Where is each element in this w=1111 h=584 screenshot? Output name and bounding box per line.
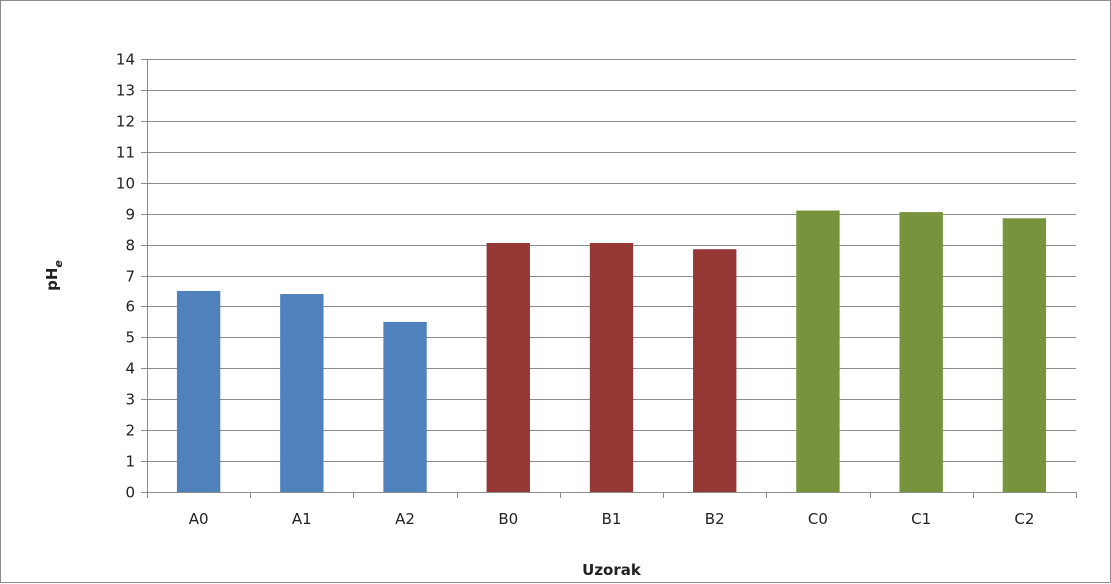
y-tick-label: 7 <box>125 268 135 286</box>
x-tick-label: A1 <box>292 510 312 528</box>
bars <box>176 210 1047 493</box>
bar-a0 <box>176 290 221 492</box>
x-tick-label: C0 <box>808 510 828 528</box>
x-tick-label: B1 <box>602 510 622 528</box>
x-tick-label: A2 <box>395 510 415 528</box>
bar-c2 <box>1002 218 1047 492</box>
bar-b1 <box>589 243 634 492</box>
y-tick-label: 5 <box>125 329 135 347</box>
y-tick-label: 0 <box>125 484 135 502</box>
x-axis-title: Uzorak <box>582 561 642 579</box>
bar-c0 <box>796 210 840 493</box>
y-tick-label: 10 <box>116 175 135 193</box>
y-axis-title-subscript: e <box>52 260 65 268</box>
bar-b2 <box>693 249 737 492</box>
x-tick-label: C1 <box>911 510 931 528</box>
y-axis-title-main: pH <box>43 268 61 291</box>
x-tick-labels: A0 A1 A2 B0 B1 B2 C0 C1 C2 <box>147 492 1077 528</box>
y-tick-label: 12 <box>116 113 135 131</box>
y-tick-label: 4 <box>125 360 135 378</box>
bar-c1 <box>899 212 943 492</box>
y-tick-label: 8 <box>125 237 135 255</box>
y-tick-label: 6 <box>125 298 135 316</box>
y-tick-label: 13 <box>116 82 135 100</box>
bar-b0 <box>486 243 530 492</box>
bar-a1 <box>280 294 324 492</box>
axes <box>147 59 1076 493</box>
x-tick-label: B2 <box>705 510 725 528</box>
y-axis-title: pHe <box>43 260 65 291</box>
bar-a2 <box>383 321 427 492</box>
y-tick-label: 11 <box>116 144 135 162</box>
y-tick-label: 2 <box>125 422 135 440</box>
x-tick-label: C2 <box>1014 510 1034 528</box>
y-tick-label: 1 <box>125 453 135 471</box>
y-tick-label: 14 <box>116 51 135 69</box>
x-tick-label: A0 <box>189 510 209 528</box>
y-tick-label: 3 <box>125 391 135 409</box>
y-tick-label: 9 <box>125 206 135 224</box>
x-tick-label: B0 <box>498 510 518 528</box>
